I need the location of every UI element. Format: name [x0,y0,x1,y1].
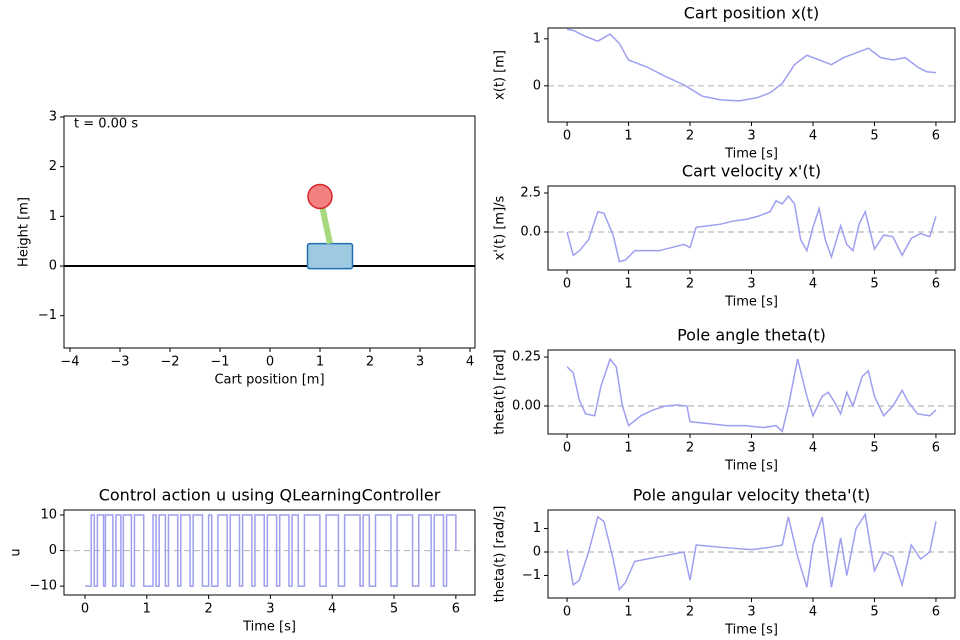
x-tick-label: −4 [60,355,79,370]
y-axis-label: Height [m] [17,197,32,267]
y-tick-label: 10 [40,507,57,522]
chart-title: Pole angular velocity theta'(t) [633,486,871,505]
x-tick-label: 1 [316,355,324,370]
x-tick-label: 6 [932,605,940,620]
plot-area [548,350,955,434]
x-tick-label: 5 [870,605,878,620]
y-tick-label: 1 [533,521,541,536]
x-tick-label: 5 [390,602,398,617]
x-tick-label: 1 [624,441,632,456]
x-tick-label: 1 [624,605,632,620]
data-line [566,194,937,263]
x-tick-label: −1 [210,355,229,370]
y-tick-label: 0 [49,543,57,558]
plot-area [64,116,475,348]
x-tick-label: 3 [266,602,274,617]
y-tick-label: 0.00 [512,399,541,414]
y-axis-label: x'(t) [m]/s [493,195,508,260]
x-axis-label: Time [s] [724,295,778,310]
axes-frame [547,349,956,435]
x-tick-label: 5 [870,441,878,456]
x-tick-label: 2 [686,277,694,292]
time-annotation: t = 0.00 s [74,117,138,132]
pole-bob [307,183,333,210]
x-axis-label: Cart position [m] [214,373,324,388]
y-axis-label: theta(t) [rad/s] [493,506,508,603]
axes-frame [547,509,956,599]
y-tick-label: −1 [38,308,57,323]
x-tick-label: 2 [204,602,212,617]
y-tick-label: 0 [533,545,541,560]
x-tick-label: 6 [932,129,940,144]
axes-frame [547,27,956,123]
y-tick-label: 2 [49,159,57,174]
x-tick-label: 4 [466,355,474,370]
x-tick-label: 3 [747,441,755,456]
x-tick-label: 5 [870,277,878,292]
plot-area [548,28,955,122]
x-tick-label: 3 [747,605,755,620]
y-axis-label: x(t) [m] [493,50,508,100]
x-axis-label: Time [s] [724,459,778,474]
plot-area [548,186,955,270]
x-tick-label: 0 [81,602,89,617]
x-tick-label: 4 [809,605,817,620]
y-tick-label: 0.0 [520,224,541,239]
x-tick-label: 5 [870,129,878,144]
x-tick-label: 3 [747,129,755,144]
y-axis-label: u [9,548,24,556]
x-tick-label: 6 [932,277,940,292]
x-tick-label: 2 [686,129,694,144]
x-tick-label: −3 [110,355,129,370]
axes-frame [63,509,476,596]
x-tick-label: 6 [452,602,460,617]
y-tick-label: 0 [533,78,541,93]
x-tick-label: 4 [809,129,817,144]
chart-title: Cart position x(t) [684,4,820,23]
x-tick-label: 1 [624,277,632,292]
chart-title: Pole angle theta(t) [677,326,826,345]
x-axis-label: Time [s] [724,623,778,638]
y-tick-label: 1 [49,209,57,224]
y-tick-label: 3 [49,109,57,124]
x-tick-label: 2 [686,605,694,620]
x-tick-label: 2 [686,441,694,456]
x-tick-label: 3 [416,355,424,370]
x-tick-label: 2 [366,355,374,370]
y-tick-label: 0.25 [512,350,541,365]
y-axis-label: theta(t) [rad] [493,349,508,434]
x-tick-label: 1 [624,129,632,144]
x-axis-label: Time [s] [724,147,778,162]
x-tick-label: −2 [160,355,179,370]
y-tick-label: 2.5 [520,186,541,201]
x-tick-label: 1 [143,602,151,617]
x-tick-label: 0 [563,129,571,144]
axes-frame [63,115,476,349]
data-line [566,28,937,102]
chart-title: Cart velocity x'(t) [682,162,821,181]
data-line [566,357,937,433]
y-tick-label: 1 [533,31,541,46]
x-tick-label: 0 [563,441,571,456]
x-axis-label: Time [s] [242,620,296,635]
y-tick-label: 0 [49,259,57,274]
x-tick-label: 6 [932,441,940,456]
x-tick-label: 0 [266,355,274,370]
x-tick-label: 0 [563,277,571,292]
chart-title: Control action u using QLearningControll… [99,486,441,505]
x-tick-label: 3 [747,277,755,292]
plot-area [548,510,955,598]
data-line [85,514,457,587]
axes-frame [547,185,956,271]
y-tick-label: −1 [522,568,541,583]
x-tick-label: 4 [328,602,336,617]
cart [306,242,354,270]
x-tick-label: 4 [809,441,817,456]
x-tick-label: 4 [809,277,817,292]
data-line [566,512,937,592]
y-tick-label: −10 [30,579,57,594]
plot-area [64,510,475,595]
x-tick-label: 0 [563,605,571,620]
